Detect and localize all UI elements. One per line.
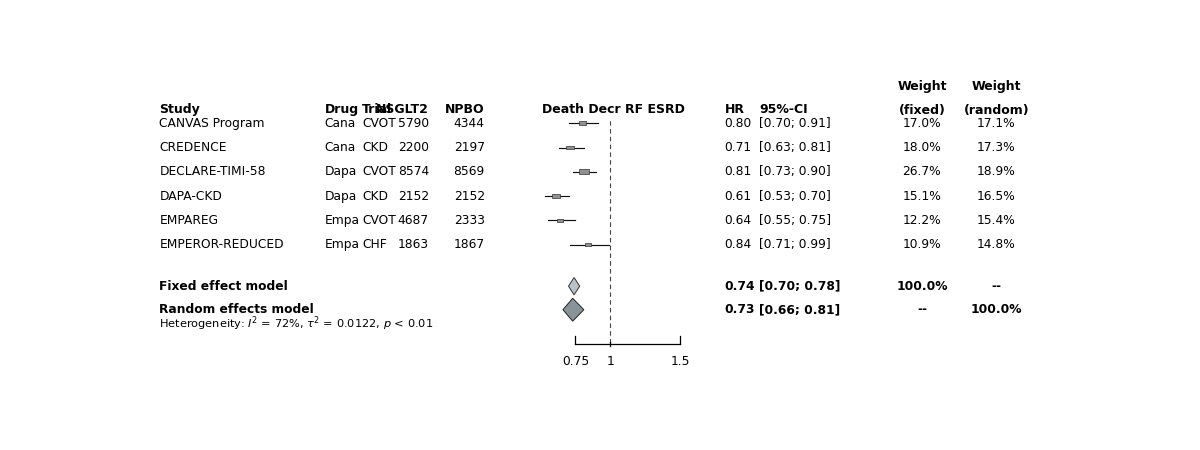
Text: 0.81: 0.81 — [725, 165, 752, 178]
Text: 4687: 4687 — [398, 214, 430, 227]
Text: Cana: Cana — [325, 141, 356, 154]
Text: NSGLT2: NSGLT2 — [376, 103, 430, 116]
Text: [0.73; 0.90]: [0.73; 0.90] — [760, 165, 830, 178]
Text: 0.73: 0.73 — [725, 303, 755, 316]
Text: 2333: 2333 — [454, 214, 485, 227]
Text: 1.5: 1.5 — [671, 355, 690, 368]
Text: Fixed effect model: Fixed effect model — [160, 279, 288, 292]
Text: Death Decr RF ESRD: Death Decr RF ESRD — [542, 103, 685, 116]
Text: Weight: Weight — [972, 81, 1021, 94]
Text: [0.70; 0.78]: [0.70; 0.78] — [760, 279, 840, 292]
Text: --: -- — [991, 279, 1001, 292]
Text: 18.0%: 18.0% — [902, 141, 941, 154]
Text: 1863: 1863 — [398, 238, 430, 251]
Text: Heterogeneity: $I^2$ = 72%, $\tau^2$ = 0.0122, $p$ < 0.01: Heterogeneity: $I^2$ = 72%, $\tau^2$ = 0… — [160, 314, 433, 333]
Text: [0.63; 0.81]: [0.63; 0.81] — [760, 141, 832, 154]
Text: Dapa: Dapa — [325, 189, 358, 202]
Text: 17.1%: 17.1% — [977, 117, 1015, 130]
Text: [0.53; 0.70]: [0.53; 0.70] — [760, 189, 832, 202]
Text: 0.84: 0.84 — [725, 238, 752, 251]
Text: 16.5%: 16.5% — [977, 189, 1015, 202]
Text: CVOT: CVOT — [362, 214, 396, 227]
Text: HR: HR — [725, 103, 745, 116]
Polygon shape — [569, 278, 580, 295]
Text: Empa: Empa — [325, 238, 360, 251]
Text: 0.75: 0.75 — [562, 355, 589, 368]
Text: CKD: CKD — [362, 141, 388, 154]
Text: Empa: Empa — [325, 214, 360, 227]
Text: NPBO: NPBO — [445, 103, 485, 116]
Text: Study: Study — [160, 103, 200, 116]
Text: [0.55; 0.75]: [0.55; 0.75] — [760, 214, 832, 227]
Text: Trial: Trial — [362, 103, 392, 116]
Text: 15.4%: 15.4% — [977, 214, 1015, 227]
Text: 2200: 2200 — [398, 141, 430, 154]
Text: DECLARE-TIMI-58: DECLARE-TIMI-58 — [160, 165, 266, 178]
Text: 10.9%: 10.9% — [902, 238, 941, 251]
Text: 0.74: 0.74 — [725, 279, 755, 292]
Text: 100.0%: 100.0% — [971, 303, 1022, 316]
FancyBboxPatch shape — [557, 219, 564, 222]
Text: 15.1%: 15.1% — [902, 189, 941, 202]
Text: Dapa: Dapa — [325, 165, 358, 178]
Text: 1867: 1867 — [454, 238, 485, 251]
Text: 0.61: 0.61 — [725, 189, 752, 202]
Text: 100.0%: 100.0% — [896, 279, 948, 292]
Text: [0.66; 0.81]: [0.66; 0.81] — [760, 303, 840, 316]
Text: 95%-CI: 95%-CI — [760, 103, 808, 116]
Text: DAPA-CKD: DAPA-CKD — [160, 189, 222, 202]
Text: (random): (random) — [964, 104, 1030, 117]
Text: 17.0%: 17.0% — [902, 117, 941, 130]
Text: Cana: Cana — [325, 117, 356, 130]
Text: (fixed): (fixed) — [899, 104, 946, 117]
Text: CVOT: CVOT — [362, 117, 396, 130]
Text: 0.64: 0.64 — [725, 214, 752, 227]
Text: Weight: Weight — [898, 81, 947, 94]
FancyBboxPatch shape — [552, 194, 559, 198]
Text: 2152: 2152 — [398, 189, 430, 202]
Text: CREDENCE: CREDENCE — [160, 141, 227, 154]
Text: 8574: 8574 — [397, 165, 430, 178]
Text: 0.71: 0.71 — [725, 141, 752, 154]
Text: 2197: 2197 — [454, 141, 485, 154]
Text: CHF: CHF — [362, 238, 386, 251]
Text: CKD: CKD — [362, 189, 388, 202]
Text: 17.3%: 17.3% — [977, 141, 1015, 154]
Text: [0.71; 0.99]: [0.71; 0.99] — [760, 238, 830, 251]
Text: 5790: 5790 — [398, 117, 430, 130]
Text: [0.70; 0.91]: [0.70; 0.91] — [760, 117, 830, 130]
Text: 1: 1 — [606, 355, 614, 368]
Text: 8569: 8569 — [454, 165, 485, 178]
FancyBboxPatch shape — [578, 122, 587, 125]
Text: Random effects model: Random effects model — [160, 303, 314, 316]
Text: 4344: 4344 — [454, 117, 485, 130]
Text: --: -- — [917, 303, 926, 316]
Text: Drug: Drug — [325, 103, 359, 116]
Text: CANVAS Program: CANVAS Program — [160, 117, 265, 130]
Text: EMPAREG: EMPAREG — [160, 214, 218, 227]
Text: 14.8%: 14.8% — [977, 238, 1015, 251]
FancyBboxPatch shape — [578, 170, 589, 174]
Text: 18.9%: 18.9% — [977, 165, 1015, 178]
Text: 0.80: 0.80 — [725, 117, 752, 130]
Text: EMPEROR-REDUCED: EMPEROR-REDUCED — [160, 238, 284, 251]
FancyBboxPatch shape — [584, 243, 592, 246]
Text: 12.2%: 12.2% — [902, 214, 941, 227]
FancyBboxPatch shape — [566, 146, 574, 149]
Text: 26.7%: 26.7% — [902, 165, 941, 178]
Polygon shape — [563, 298, 584, 321]
Text: CVOT: CVOT — [362, 165, 396, 178]
Text: 2152: 2152 — [454, 189, 485, 202]
